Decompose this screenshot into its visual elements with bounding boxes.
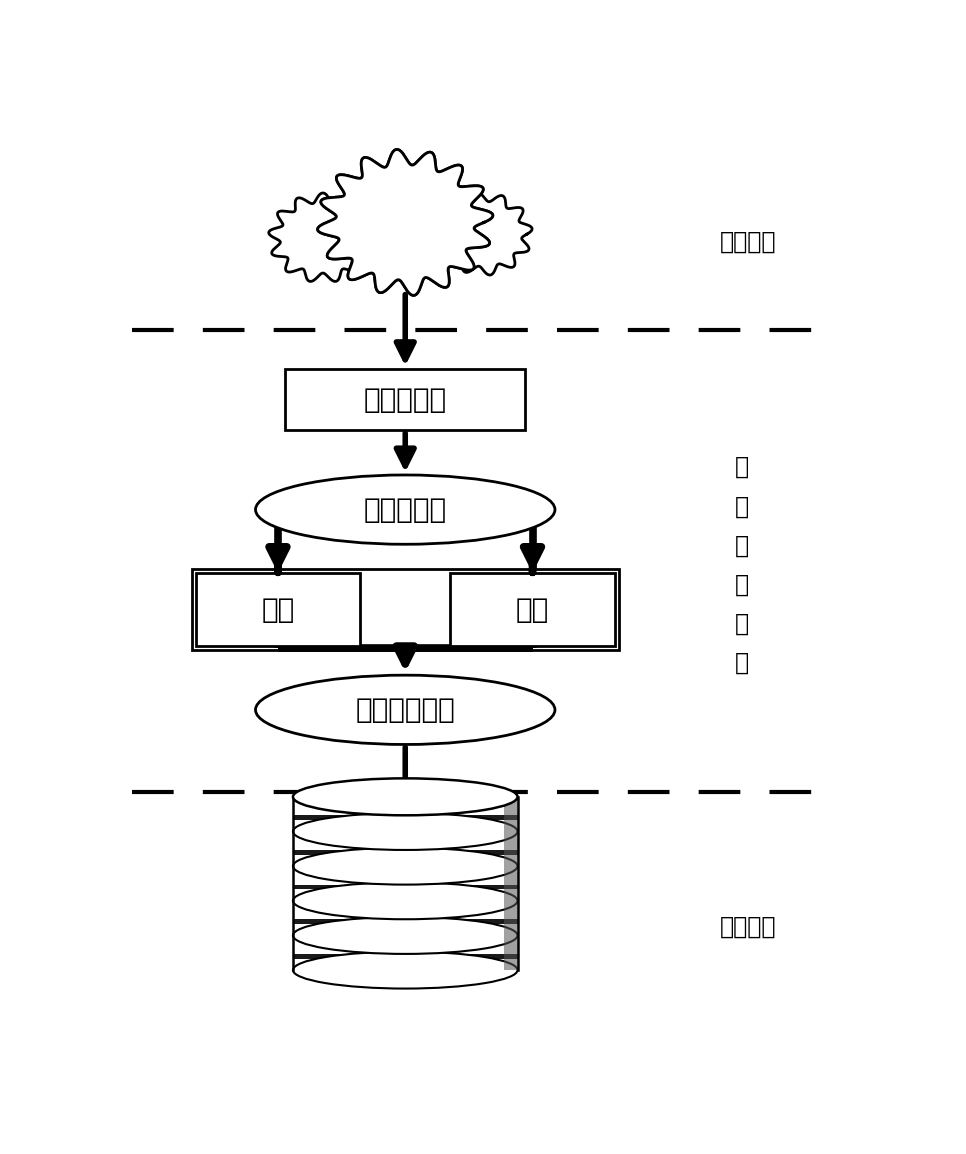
Bar <box>450 574 615 646</box>
Bar <box>293 885 518 901</box>
Bar <box>504 796 518 971</box>
Polygon shape <box>269 193 377 282</box>
Bar <box>293 885 518 890</box>
Polygon shape <box>318 150 493 295</box>
Bar <box>293 850 518 867</box>
Ellipse shape <box>255 475 554 545</box>
Text: 磁盘盘片: 磁盘盘片 <box>720 915 776 939</box>
Bar <box>293 920 518 924</box>
Ellipse shape <box>293 952 518 989</box>
Polygon shape <box>436 193 532 275</box>
Text: 应用程序: 应用程序 <box>720 230 776 254</box>
Ellipse shape <box>255 675 554 744</box>
Text: 巨页: 巨页 <box>262 595 295 623</box>
Ellipse shape <box>293 917 518 954</box>
Text: 页面监视器: 页面监视器 <box>363 495 447 524</box>
Polygon shape <box>318 150 493 295</box>
Bar <box>293 850 518 855</box>
Ellipse shape <box>293 814 518 850</box>
Bar <box>293 954 518 959</box>
Bar <box>286 369 526 430</box>
Text: 重复数据删除: 重复数据删除 <box>355 696 455 724</box>
Text: 基页: 基页 <box>516 595 549 623</box>
Bar <box>293 816 518 820</box>
Ellipse shape <box>293 883 518 920</box>
Bar <box>293 920 518 936</box>
Bar <box>192 569 618 650</box>
Bar <box>195 574 360 646</box>
Ellipse shape <box>293 848 518 885</box>
Bar <box>293 954 518 971</box>
Ellipse shape <box>293 778 518 816</box>
Text: 巨页产生器: 巨页产生器 <box>363 385 447 413</box>
Text: 磁
盘
高
速
缓
存: 磁 盘 高 速 缓 存 <box>735 455 750 675</box>
Bar <box>293 816 518 832</box>
